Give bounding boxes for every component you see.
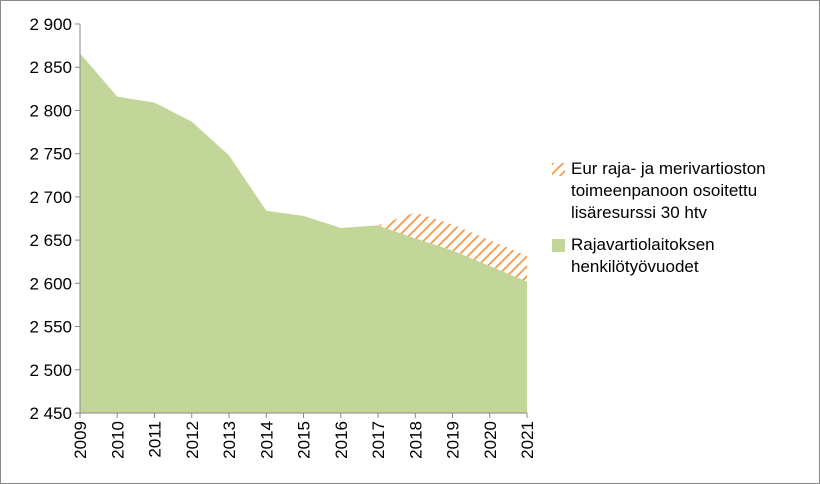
x-tick-label: 2013 — [220, 421, 239, 459]
x-tick-label: 2020 — [481, 421, 500, 459]
x-tick-label: 2014 — [257, 421, 276, 459]
legend: Eur raja- ja merivartioston toimeenpanoo… — [552, 158, 812, 288]
y-tick-label: 2 500 — [29, 361, 72, 380]
x-tick-label: 2012 — [183, 421, 202, 459]
x-tick-label: 2009 — [71, 421, 90, 459]
swatch — [552, 163, 565, 176]
legend-item: Eur raja- ja merivartioston toimeenpanoo… — [552, 158, 812, 224]
y-tick-label: 2 700 — [29, 188, 72, 207]
x-tick-label: 2018 — [406, 421, 425, 459]
x-tick-label: 2011 — [146, 421, 165, 458]
y-tick-label: 2 600 — [29, 274, 72, 293]
x-tick-label: 2015 — [295, 421, 314, 459]
y-tick-label: 2 800 — [29, 101, 72, 120]
legend-item: Rajavartiolaitoksen henkilötyövuodet — [552, 234, 812, 278]
swatch — [552, 239, 565, 252]
x-tick-label: 2016 — [332, 421, 351, 459]
y-tick-label: 2 550 — [29, 318, 72, 337]
x-tick-label: 2017 — [369, 421, 388, 459]
legend-label: Eur raja- ja merivartioston toimeenpanoo… — [571, 159, 766, 222]
y-tick-label: 2 900 — [29, 15, 72, 34]
x-tick-label: 2021 — [518, 421, 537, 459]
legend-swatch — [552, 163, 565, 176]
y-tick-label: 2 450 — [29, 404, 72, 423]
x-tick-label: 2010 — [108, 421, 127, 459]
area — [80, 53, 527, 413]
area — [378, 212, 527, 282]
y-tick-label: 2 650 — [29, 231, 72, 250]
y-tick-label: 2 750 — [29, 145, 72, 164]
legend-label: Rajavartiolaitoksen henkilötyövuodet — [571, 235, 715, 276]
x-tick-label: 2019 — [444, 421, 463, 459]
legend-swatch — [552, 239, 565, 252]
y-tick-label: 2 850 — [29, 58, 72, 77]
